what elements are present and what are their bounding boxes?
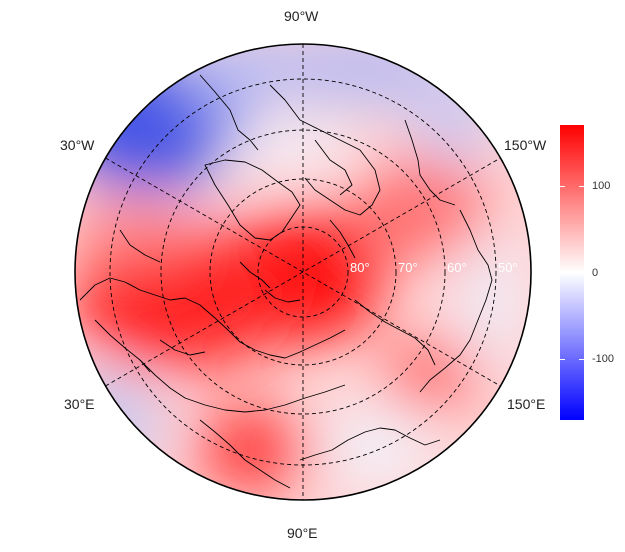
colorbar-tick-label: -100 bbox=[592, 353, 615, 366]
anomaly-north-pacific bbox=[270, 44, 450, 105]
graticule bbox=[105, 44, 501, 500]
meridian-30w-150e bbox=[105, 157, 501, 387]
anomaly-central-asia bbox=[195, 410, 315, 490]
lat-label-60: 60° bbox=[447, 260, 467, 275]
lon-label-90w: 90°W bbox=[284, 8, 319, 24]
lon-label-90e: 90°E bbox=[287, 525, 318, 541]
lon-label-150e: 150°E bbox=[507, 396, 546, 412]
colorbar-tick-label: 100 bbox=[592, 179, 611, 192]
lat-label-80: 80° bbox=[350, 260, 370, 275]
lat-label-70: 70° bbox=[398, 260, 418, 275]
lat-label-50: 50° bbox=[498, 260, 518, 275]
colorbar-tick-label: 0 bbox=[592, 266, 599, 279]
lon-label-30e: 30°E bbox=[64, 396, 95, 412]
anomaly-east-siberia bbox=[380, 340, 480, 410]
meridian-30e-150w bbox=[105, 157, 501, 387]
lon-label-30w: 30°W bbox=[60, 137, 95, 153]
anomaly-west-siberia bbox=[75, 230, 290, 370]
map-border bbox=[74, 43, 532, 501]
lon-label-150w: 150°W bbox=[504, 137, 547, 153]
